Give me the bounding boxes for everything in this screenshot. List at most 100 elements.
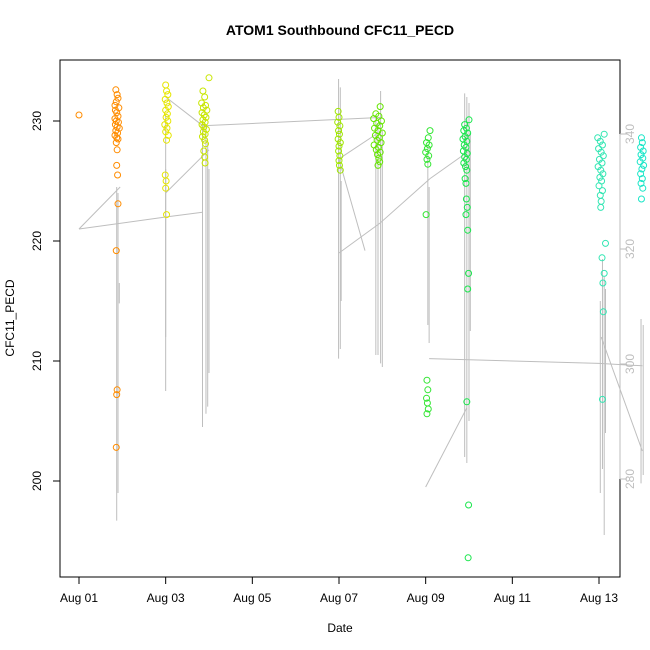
trace-segment	[429, 150, 470, 180]
trace-segment	[338, 159, 366, 251]
y-tick-label: 210	[30, 351, 44, 371]
trace-segment	[379, 178, 431, 224]
data-point	[637, 179, 645, 187]
data-point	[336, 139, 344, 147]
data-point	[114, 200, 122, 208]
data-point	[202, 140, 210, 148]
data-point	[113, 134, 121, 142]
data-point	[162, 81, 170, 89]
data-point	[463, 166, 471, 174]
data-point	[112, 247, 120, 255]
y2-axis: 280 300 320 340	[619, 124, 637, 489]
data-point	[161, 95, 169, 103]
trace-lines	[78, 79, 644, 535]
data-point	[600, 130, 608, 138]
data-point	[374, 161, 382, 169]
data-point	[424, 386, 432, 394]
data-point	[597, 166, 605, 174]
trace-segment	[598, 362, 643, 367]
data-point	[161, 121, 169, 129]
data-point	[336, 122, 344, 130]
data-point	[163, 136, 171, 144]
data-point	[424, 134, 432, 142]
trace-segment	[78, 186, 121, 230]
trace-segment	[78, 216, 166, 230]
data-point	[462, 195, 470, 203]
data-point	[423, 155, 431, 163]
data-point	[637, 151, 645, 159]
data-point	[162, 106, 170, 114]
data-point	[371, 124, 379, 132]
y2-tick-label: 280	[623, 469, 637, 489]
data-point	[425, 141, 433, 149]
data-point	[163, 211, 171, 219]
data-point	[423, 394, 431, 402]
data-point	[424, 405, 432, 413]
x-tick-label: Aug 11	[494, 591, 531, 605]
data-point	[335, 157, 343, 165]
data-point	[637, 195, 645, 203]
data-point	[163, 110, 171, 118]
data-point	[113, 91, 121, 99]
data-point	[199, 104, 207, 112]
data-point	[423, 145, 431, 153]
trace-segment	[600, 336, 643, 452]
data-point	[423, 376, 431, 384]
data-point	[334, 118, 342, 126]
y-tick-label: 220	[30, 231, 44, 251]
trace-segment	[165, 211, 203, 218]
y-tick-label: 230	[30, 111, 44, 131]
data-point	[112, 139, 120, 147]
data-point	[637, 170, 645, 178]
data-point	[114, 94, 122, 102]
y-tick-label: 200	[30, 471, 44, 491]
data-point	[335, 142, 343, 150]
data-point	[595, 182, 603, 190]
data-point	[201, 93, 209, 101]
data-point	[597, 148, 605, 156]
data-point	[198, 109, 206, 117]
data-point	[460, 159, 468, 167]
data-point	[376, 103, 384, 111]
data-point	[638, 165, 646, 173]
data-point	[596, 173, 604, 181]
data-point	[205, 74, 213, 82]
data-point	[599, 152, 607, 160]
data-point	[113, 386, 121, 394]
data-point	[465, 116, 473, 124]
data-point	[113, 391, 121, 399]
data-point	[75, 111, 83, 119]
data-point	[336, 152, 344, 160]
data-point	[463, 398, 471, 406]
data-point	[335, 113, 343, 121]
data-point	[375, 154, 383, 162]
data-point	[374, 143, 382, 151]
data-point	[596, 137, 604, 145]
data-point	[164, 131, 172, 139]
data-point	[598, 159, 606, 167]
data-point	[163, 99, 171, 107]
data-point	[637, 134, 645, 142]
trace-segment	[429, 358, 600, 364]
data-point	[422, 211, 430, 219]
data-point	[163, 87, 171, 95]
data-point	[426, 127, 434, 135]
data-point	[199, 87, 207, 95]
x-axis: Aug 01 Aug 03 Aug 05 Aug 07 Aug 09 Aug 11 Aug …	[60, 576, 618, 605]
data-point	[335, 130, 343, 138]
data-point	[199, 116, 207, 124]
data-point	[638, 175, 646, 183]
data-point	[201, 136, 209, 144]
data-point	[335, 161, 343, 169]
data-point	[162, 113, 170, 121]
data-point	[112, 86, 120, 94]
data-point	[462, 163, 470, 171]
data-point	[113, 146, 121, 154]
data-point	[378, 129, 386, 137]
data-point	[598, 141, 606, 149]
trace-segment	[202, 116, 383, 127]
data-point	[112, 443, 120, 451]
data-point	[423, 410, 431, 418]
data-points	[75, 74, 648, 562]
